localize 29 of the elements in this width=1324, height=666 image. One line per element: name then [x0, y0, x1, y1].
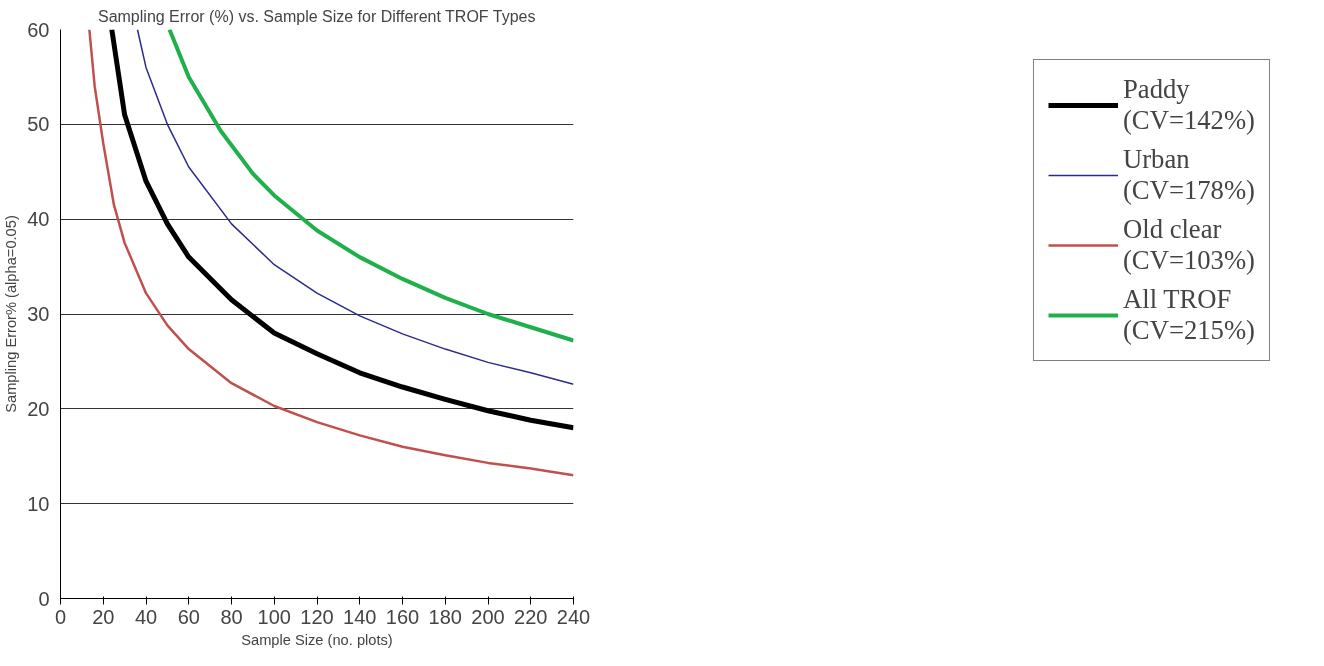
y-tick-label: 30: [27, 303, 50, 325]
chart-title: Sampling Error (%) vs. Sample Size for Different TROF Types: [97, 7, 536, 25]
x-tick-label: 0: [54, 605, 67, 628]
legend-label: Old clear (CV=103%): [1122, 214, 1255, 276]
y-axis-title: Sampling Error% (alpha=0.05): [3, 215, 20, 413]
x-tick-label: 180: [428, 605, 462, 628]
y-tick-label: 10: [27, 492, 50, 515]
x-tick-label: 220: [514, 605, 548, 628]
x-tick-label: 200: [471, 605, 505, 628]
x-tick-label: 60: [177, 605, 200, 628]
y-tick-label: 0: [38, 587, 50, 610]
x-tick-label: 120: [300, 605, 334, 628]
y-tick-label: 40: [27, 208, 50, 231]
x-axis-title: Sample Size (no. plots): [241, 631, 393, 648]
x-tick-label: 40: [134, 605, 158, 628]
line-series: [167, 29, 574, 343]
x-tick-label: 240: [556, 605, 591, 628]
y-tick-label: 60: [27, 18, 50, 41]
y-tick-label: 20: [27, 397, 50, 420]
x-tick-label: 160: [385, 605, 420, 628]
x-tick-label: 140: [343, 605, 377, 628]
legend-label: Urban (CV=178%): [1122, 144, 1255, 206]
x-tick-label: 100: [257, 605, 291, 628]
x-tick-label: 80: [220, 605, 243, 628]
x-tick-label: 20: [92, 605, 115, 628]
line-series: [136, 29, 574, 385]
y-tick-label: 50: [27, 113, 50, 136]
legend-label: All TROF (CV=215%): [1122, 284, 1255, 346]
legend-label: Paddy (CV=142%): [1122, 74, 1255, 136]
